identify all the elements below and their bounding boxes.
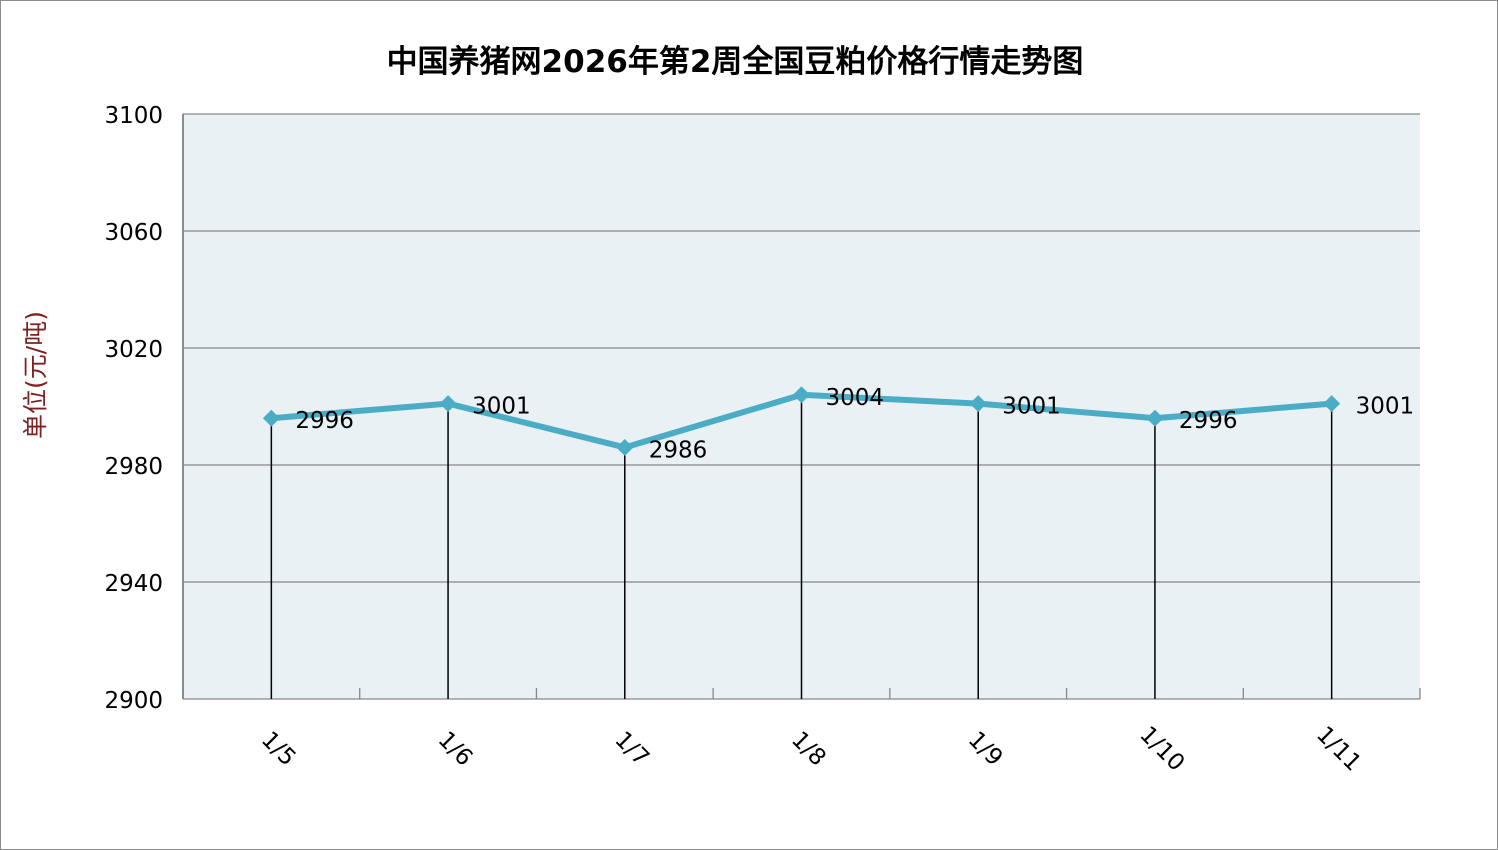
y-tick-label: 3100 xyxy=(104,103,163,129)
y-tick-label: 2940 xyxy=(104,571,163,597)
data-point xyxy=(262,409,280,427)
y-tick-label: 2980 xyxy=(104,454,163,480)
x-tick-label: 1/11 xyxy=(1311,722,1366,777)
x-tick-label: 1/5 xyxy=(256,727,301,772)
y-tick-label: 3020 xyxy=(104,337,163,363)
x-tick-label: 1/8 xyxy=(786,727,831,772)
data-label: 3004 xyxy=(826,385,885,411)
data-label: 2986 xyxy=(649,437,708,463)
data-point xyxy=(793,386,810,404)
x-tick-label: 1/9 xyxy=(963,727,1008,772)
data-label: 2996 xyxy=(1179,408,1238,434)
x-tick-label: 1/10 xyxy=(1134,722,1189,777)
data-label: 2996 xyxy=(295,408,354,434)
chart-title: 中国养猪网2026年第2周全国豆粕价格行情走势图 xyxy=(387,44,1084,80)
data-label: 3001 xyxy=(1356,394,1415,420)
data-point xyxy=(969,395,987,413)
data-label: 3001 xyxy=(1002,394,1061,420)
x-tick-label: 1/6 xyxy=(433,727,478,772)
y-axis-label: 单位(元/吨) xyxy=(21,311,50,439)
data-label: 3001 xyxy=(472,394,531,420)
x-tick-label: 1/7 xyxy=(609,727,654,772)
data-point xyxy=(616,438,634,456)
data-point xyxy=(439,395,457,413)
y-tick-label: 3060 xyxy=(104,220,163,246)
y-tick-label: 2900 xyxy=(104,688,163,714)
